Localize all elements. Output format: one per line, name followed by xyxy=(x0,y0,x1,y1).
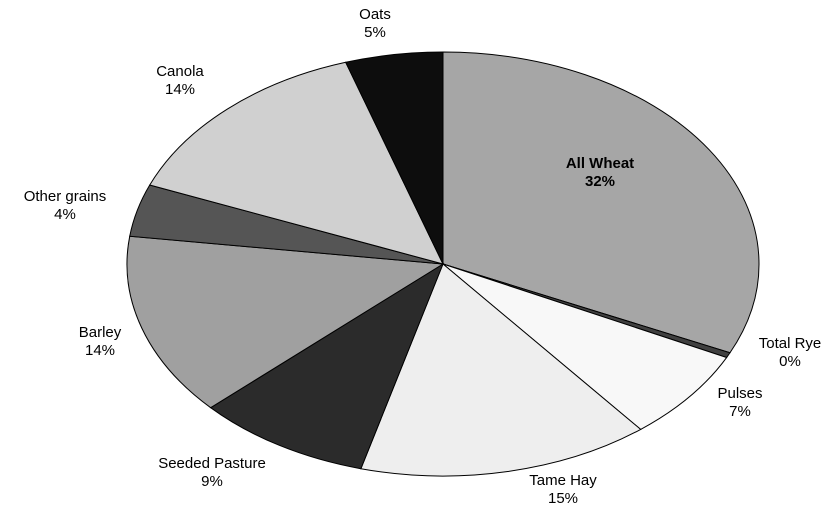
slice-value-label: 4% xyxy=(54,206,76,223)
slice-value-label: 7% xyxy=(729,403,751,420)
slice-label: Tame Hay xyxy=(529,472,597,489)
pie-slice xyxy=(360,263,642,477)
slice-label: Canola xyxy=(156,63,204,80)
slice-value-label: 9% xyxy=(201,473,223,490)
slice-label: All Wheat xyxy=(566,155,634,172)
slice-value-label: 32% xyxy=(585,173,615,190)
slice-label: Total Rye xyxy=(759,335,822,352)
slice-value-label: 14% xyxy=(165,81,195,98)
pie-slice xyxy=(442,263,728,430)
slice-value-label: 14% xyxy=(85,342,115,359)
pie-slice xyxy=(126,235,445,409)
slice-label: Oats xyxy=(359,6,391,23)
slice-label: Pulses xyxy=(717,385,762,402)
pie-slice xyxy=(345,51,444,265)
slice-value-label: 0% xyxy=(779,353,801,370)
slice-label: Other grains xyxy=(24,188,107,205)
slice-value-label: 5% xyxy=(364,24,386,41)
slice-value-label: 15% xyxy=(548,490,578,507)
pie-slice xyxy=(442,51,760,354)
slice-label: Barley xyxy=(79,324,122,341)
pie-slice xyxy=(209,262,445,470)
slice-label: Seeded Pasture xyxy=(158,455,266,472)
